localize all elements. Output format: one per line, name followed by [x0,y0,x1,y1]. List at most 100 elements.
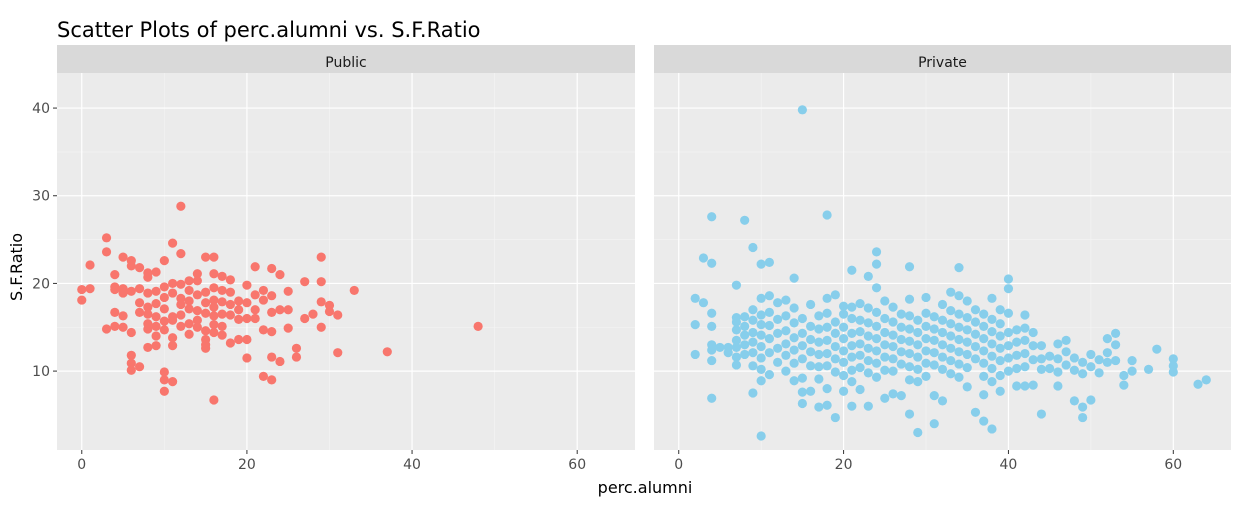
data-point [847,401,857,411]
data-point [863,355,873,366]
data-point [1069,365,1079,375]
data-point [225,310,235,320]
data-point [1012,381,1022,391]
data-point [707,355,717,366]
data-point [806,347,816,357]
x-tick-label: 60 [568,457,586,473]
data-point [250,313,260,324]
data-point [316,322,326,332]
data-point [731,335,742,346]
x-tick-label: 40 [403,457,421,473]
data-point [962,337,972,347]
data-point [316,277,326,287]
data-point [1012,363,1022,374]
data-point [267,263,277,274]
data-point [1020,310,1030,320]
data-point [797,341,807,351]
data-point [871,346,882,356]
data-point [946,319,956,329]
data-point [731,352,742,362]
data-point [830,328,840,338]
data-point [830,317,840,327]
data-point [921,292,931,303]
data-point [904,375,915,385]
data-point [1086,349,1096,360]
data-point [781,295,791,305]
data-point [995,331,1005,341]
strip-label: Private [918,55,967,71]
data-point [822,361,832,371]
data-point [781,339,791,349]
data-point [382,347,392,357]
data-point [168,238,178,248]
data-point [110,270,120,280]
data-point [888,389,898,399]
data-point [723,348,733,358]
data-point [707,308,717,318]
data-point [764,291,775,301]
data-point [217,321,227,331]
data-point [234,296,244,306]
data-point [929,419,939,429]
data-point [209,311,219,321]
data-point [1127,355,1137,366]
data-point [1102,357,1112,367]
data-point [85,284,95,294]
data-point [209,283,219,293]
data-point [1003,366,1014,376]
data-point [1061,335,1071,346]
y-tick-label: 10 [32,364,50,380]
data-point [913,377,923,387]
data-point [283,305,293,315]
data-point [168,278,178,289]
data-point [913,340,923,350]
chart-title: Scatter Plots of perc.alumni vs. S.F.Rat… [57,18,481,42]
data-point [970,354,981,364]
data-point [1003,353,1014,363]
data-point [1020,323,1030,333]
data-point [731,342,742,353]
strip-label: Public [325,55,366,71]
data-point [1168,367,1178,377]
data-point [110,307,120,317]
data-point [995,370,1005,381]
data-point [168,288,178,298]
data-point [176,310,186,320]
data-point [880,296,890,306]
data-point [954,291,964,301]
data-point [830,367,840,377]
strip-background [57,45,635,73]
data-point [913,364,923,374]
data-point [781,350,791,360]
data-point [838,357,849,367]
data-point [234,334,244,345]
data-point [707,321,717,331]
data-point [756,310,766,320]
data-point [838,370,849,381]
data-point [1168,354,1178,364]
data-point [258,325,269,335]
data-point [209,295,219,305]
data-point [863,318,873,328]
data-point [731,360,742,370]
data-point [913,327,923,338]
data-point [748,305,758,315]
data-point [168,341,178,351]
data-point [913,352,923,362]
data-point [797,313,807,324]
data-point [1094,368,1104,378]
data-point [946,287,956,297]
data-point [201,252,211,262]
data-point [698,253,709,263]
data-point [871,259,882,269]
data-point [970,407,981,417]
data-point [110,284,120,295]
data-point [267,352,277,362]
data-point [995,319,1005,329]
data-point [118,252,128,262]
data-point [946,305,956,316]
data-point [242,334,252,345]
data-point [896,347,906,357]
data-point [748,242,758,253]
data-point [159,282,169,292]
